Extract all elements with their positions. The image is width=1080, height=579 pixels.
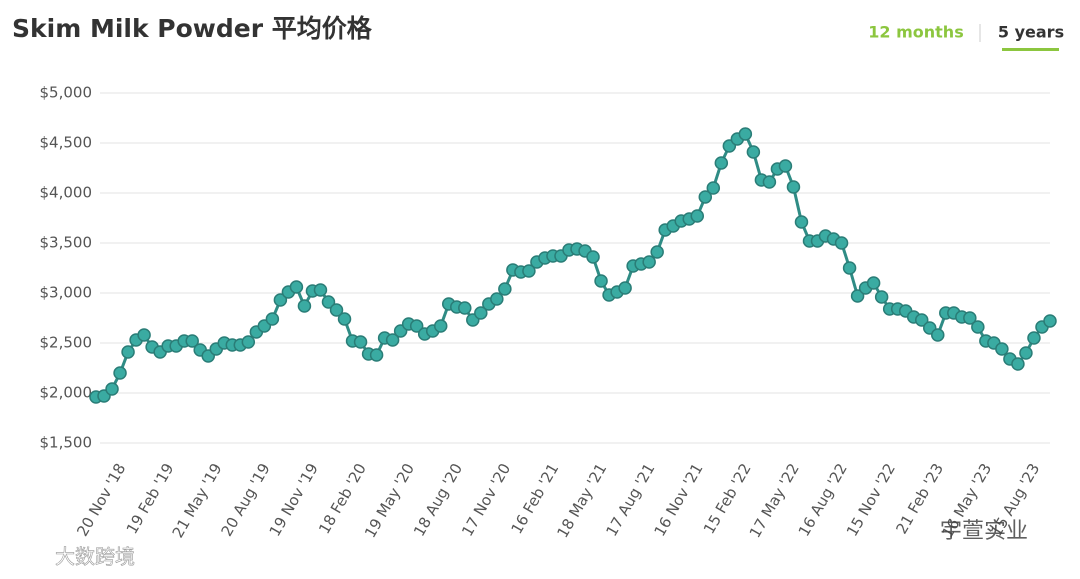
x-tick-label: 16 Feb '21: [508, 460, 563, 537]
y-tick-label: $3,500: [40, 234, 93, 252]
point: [914, 313, 929, 327]
x-tick-label: 15 Nov '22: [843, 460, 899, 539]
point: [353, 335, 368, 349]
point: [337, 312, 352, 326]
point: [874, 290, 889, 304]
y-tick-label: $2,000: [40, 384, 93, 402]
point: [746, 145, 761, 159]
x-tick-label: 19 Feb '19: [123, 460, 178, 537]
x-tick-label: 20 Nov '18: [73, 460, 129, 539]
point: [522, 264, 536, 278]
point: [866, 276, 881, 290]
point: [498, 282, 512, 296]
x-tick-label: 16 Nov '21: [650, 460, 706, 539]
y-tick-label: $4,000: [40, 184, 93, 202]
point: [289, 280, 304, 294]
point: [409, 319, 424, 333]
watermark: 大数跨境: [55, 545, 135, 569]
point: [321, 295, 336, 309]
point: [738, 127, 753, 141]
chart-title: Skim Milk Powder 平均价格: [12, 14, 373, 43]
point: [690, 209, 705, 223]
x-tick-label: 21 Feb '23: [892, 460, 947, 537]
point: [474, 306, 488, 320]
point: [586, 250, 600, 264]
range-button[interactable]: 5 years: [998, 23, 1064, 42]
point: [1019, 346, 1033, 360]
y-tick-label: $2,500: [40, 334, 93, 352]
point: [241, 335, 256, 349]
point: [105, 382, 119, 396]
point: [1027, 331, 1041, 345]
point: [786, 180, 801, 194]
point: [618, 281, 632, 295]
point: [714, 156, 729, 170]
watermark: 宇萱实业: [940, 519, 1028, 544]
point: [850, 289, 865, 303]
point: [369, 348, 384, 362]
point: [185, 334, 199, 348]
x-tick-label: 17 May '22: [746, 460, 803, 541]
point: [273, 293, 288, 307]
point: [385, 333, 400, 347]
point: [706, 181, 721, 195]
point: [931, 328, 945, 342]
y-tick-label: $5,000: [40, 84, 93, 102]
point: [121, 345, 135, 359]
point: [698, 190, 713, 204]
point: [458, 301, 472, 315]
x-tick-label: 16 Aug '22: [795, 460, 851, 539]
point: [265, 312, 280, 326]
point: [137, 328, 151, 342]
point: [594, 274, 608, 288]
point: [834, 236, 849, 250]
point: [778, 159, 793, 173]
plot: $1,500 $2,000 $2,500 $3,000 $3,500 $4,000 $4,5…: [40, 84, 1057, 541]
point: [971, 320, 985, 334]
point: [842, 261, 857, 275]
x-tick-label: 21 May '19: [169, 460, 226, 541]
point: [433, 319, 448, 333]
x-tick-label: 18 Feb '20: [315, 460, 370, 537]
point: [650, 245, 664, 259]
x-tick-label: 18 May '21: [553, 460, 610, 541]
range-button[interactable]: 12 months: [868, 23, 963, 42]
point: [1043, 314, 1057, 328]
y-tick-label: $3,000: [40, 284, 93, 302]
point: [963, 311, 977, 325]
y-tick-label: $4,500: [40, 134, 93, 152]
point: [1011, 357, 1025, 371]
point: [113, 366, 127, 380]
x-tick-label: 17 Nov '20: [458, 460, 514, 539]
y-tick-label: $1,500: [40, 434, 93, 452]
point: [329, 303, 344, 317]
point: [995, 342, 1009, 356]
point: [297, 299, 312, 313]
point: [490, 292, 504, 306]
x-tick-label: 20 Aug '19: [218, 460, 274, 539]
point: [794, 215, 809, 229]
x-tick-label: 19 May '20: [361, 460, 418, 541]
point: [762, 175, 777, 189]
point: [313, 283, 328, 297]
x-tick-label: 19 Nov '19: [266, 460, 322, 539]
x-tick-label: 15 Feb '22: [700, 460, 755, 537]
line: [95, 131, 1051, 399]
x-tick-label: 18 Aug '20: [410, 460, 466, 539]
active-underline: [1002, 48, 1059, 51]
point: [642, 255, 656, 269]
x-tick-label: 17 Aug '21: [602, 460, 658, 539]
